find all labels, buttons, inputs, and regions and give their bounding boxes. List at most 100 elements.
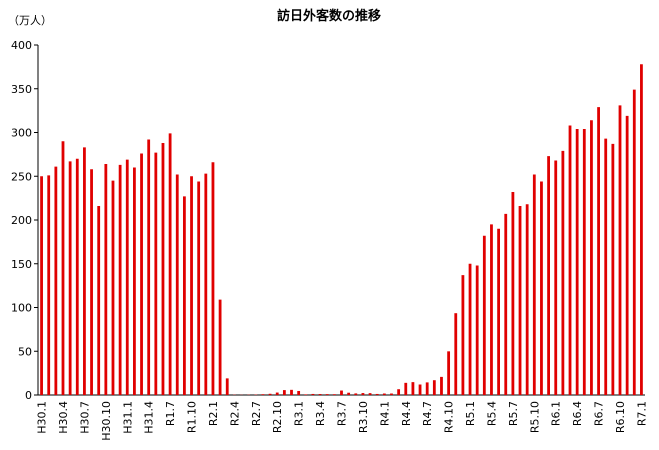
x-tick-label: H30.7 (78, 401, 91, 434)
bar (412, 382, 415, 395)
bar (447, 351, 450, 395)
x-tick-label: H31.4 (143, 401, 156, 434)
bar (162, 143, 165, 395)
bar (62, 141, 65, 395)
x-tick-label: R2.10 (271, 401, 284, 433)
bar (262, 394, 265, 395)
bar (190, 176, 193, 395)
bar (154, 153, 157, 395)
bar (340, 391, 343, 395)
bar (212, 162, 215, 395)
bar (290, 390, 293, 395)
bar (604, 139, 607, 395)
bar (526, 204, 529, 395)
bar (590, 120, 593, 395)
bar (90, 169, 93, 395)
bar (147, 140, 150, 396)
y-tick-label: 0 (25, 389, 32, 402)
y-tick-label: 250 (11, 170, 32, 183)
bar (390, 394, 393, 395)
bar (369, 393, 372, 395)
y-tick-label: 100 (11, 302, 32, 315)
x-tick-label: R6.4 (571, 401, 584, 426)
bar (640, 64, 643, 395)
bar (119, 165, 122, 395)
bar (511, 192, 514, 395)
bar (583, 129, 586, 395)
bar (126, 160, 129, 395)
x-tick-label: H30.4 (57, 401, 70, 434)
bar (297, 391, 300, 395)
bar (462, 275, 465, 395)
bar (561, 151, 564, 395)
bar (476, 266, 479, 396)
bar (183, 196, 186, 395)
bar (269, 394, 272, 395)
bar (219, 300, 222, 395)
bar (362, 393, 365, 395)
bar (454, 313, 457, 395)
x-tick-label: R1.7 (164, 401, 177, 426)
bar (633, 90, 636, 395)
x-tick-label: R6.1 (550, 401, 563, 426)
x-tick-label: R5.10 (528, 401, 541, 433)
x-tick-label: H30.10 (100, 401, 113, 441)
bar (140, 154, 143, 396)
y-tick-label: 200 (11, 214, 32, 227)
bar (276, 393, 279, 395)
y-axis-label: （万人） (8, 14, 52, 27)
y-tick-label: 350 (11, 83, 32, 96)
bar (397, 389, 400, 395)
bar (383, 394, 386, 395)
bar (483, 236, 486, 395)
x-tick-label: R4.4 (400, 401, 413, 426)
y-tick-label: 300 (11, 127, 32, 140)
bar (54, 167, 57, 395)
bar (611, 144, 614, 395)
bar (112, 181, 115, 395)
bar (619, 105, 622, 395)
bar (226, 378, 229, 395)
bar (519, 206, 522, 395)
bar (347, 393, 350, 395)
y-tick-label: 150 (11, 258, 32, 271)
bar (333, 394, 336, 395)
bar (497, 229, 500, 395)
x-tick-label: R2.4 (228, 401, 241, 426)
bar (83, 147, 86, 395)
bar (204, 174, 207, 395)
bar (626, 116, 629, 395)
bar (304, 394, 307, 395)
bar (312, 394, 315, 395)
bar (426, 382, 429, 395)
x-tick-label: H31.1 (121, 401, 134, 434)
y-tick-label: 50 (18, 345, 32, 358)
bar (76, 159, 79, 395)
bar (133, 168, 136, 396)
x-tick-label: H30.1 (36, 401, 49, 434)
x-tick-label: R5.1 (464, 401, 477, 426)
x-tick-label: R4.10 (443, 401, 456, 433)
chart-title: 訪日外客数の推移 (277, 8, 381, 24)
bar (554, 161, 557, 396)
bar (354, 393, 357, 395)
bar (469, 264, 472, 395)
bar (104, 164, 107, 395)
bar (197, 182, 200, 396)
bar (97, 206, 100, 395)
bar (40, 176, 43, 395)
bar (319, 394, 322, 395)
x-tick-label: R3.4 (314, 401, 327, 426)
x-tick-label: R4.1 (378, 401, 391, 426)
bar (433, 380, 436, 395)
bar (540, 182, 543, 396)
bar (576, 129, 579, 395)
bar (376, 394, 379, 395)
x-tick-label: R4.7 (421, 401, 434, 426)
bar (504, 214, 507, 395)
x-tick-label: R3.10 (357, 401, 370, 433)
bar (533, 175, 536, 396)
x-tick-label: R2.1 (207, 401, 220, 426)
x-tick-label: R7.1 (635, 401, 648, 426)
